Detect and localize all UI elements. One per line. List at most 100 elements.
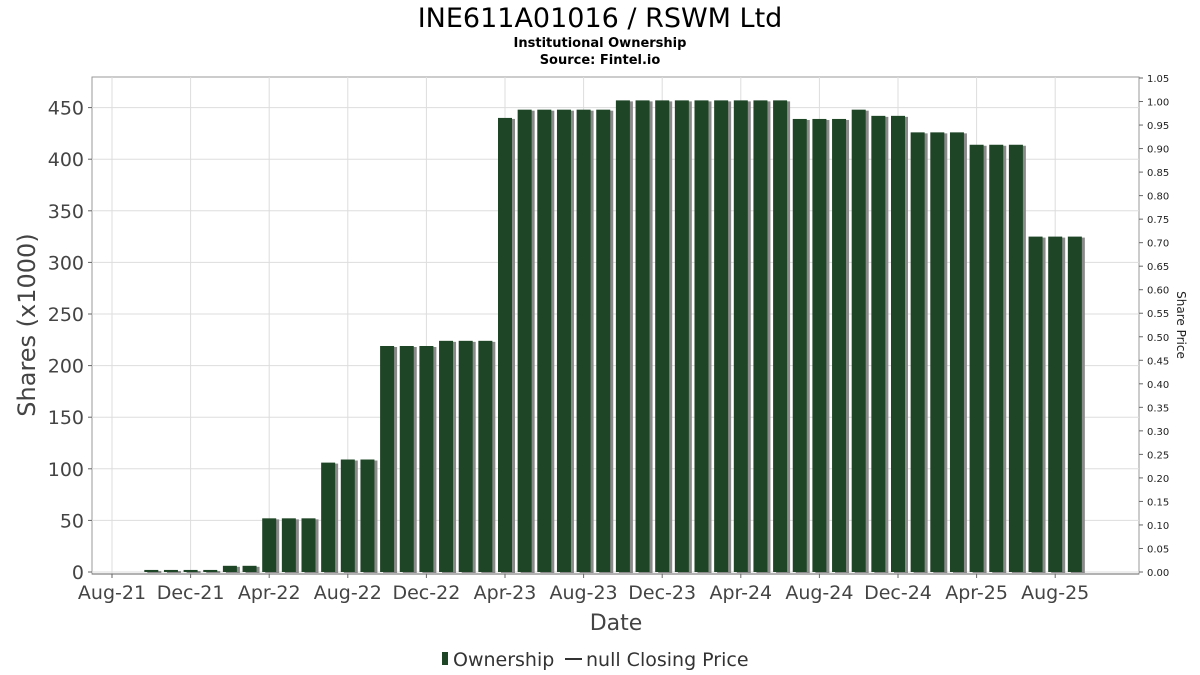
- bars-group: [144, 100, 1085, 574]
- ownership-bar: [949, 132, 964, 573]
- x-axis-label: Date: [590, 611, 643, 636]
- x-tick-label: Aug-24: [785, 582, 853, 604]
- ownership-bar: [851, 109, 866, 572]
- ownership-bar: [183, 569, 198, 572]
- y-tick-label: 100: [48, 459, 84, 481]
- ownership-bar: [1067, 236, 1082, 572]
- y2-tick-label: 0.70: [1147, 239, 1169, 250]
- y2-axis-label: Share Price: [1174, 291, 1188, 359]
- ownership-bar: [262, 518, 277, 572]
- ownership-bar: [203, 569, 218, 572]
- x-tick-label: Aug-21: [78, 582, 146, 604]
- x-tick-label: Dec-22: [392, 582, 460, 604]
- ownership-bar: [714, 100, 729, 572]
- x-tick-label: Apr-23: [474, 582, 537, 604]
- x-tick-label: Dec-24: [864, 582, 932, 604]
- y2-tick-label: 0.35: [1147, 403, 1169, 414]
- chart-title: INE611A01016 / RSWM Ltd: [418, 3, 783, 34]
- ownership-bar: [399, 345, 414, 572]
- ownership-bar: [615, 100, 630, 572]
- y-tick-label: 400: [48, 149, 84, 171]
- ownership-bar: [655, 100, 670, 572]
- y2-tick-label: 0.65: [1147, 262, 1169, 273]
- y2-tick-label: 0.15: [1147, 497, 1169, 508]
- ownership-bar: [674, 100, 689, 572]
- y2-tick-label: 0.00: [1147, 568, 1169, 579]
- y2-tick-label: 0.10: [1147, 521, 1169, 532]
- ownership-bar: [340, 459, 355, 572]
- ownership-bar: [517, 109, 532, 572]
- ownership-bar: [635, 100, 650, 572]
- y2-tick-label: 0.50: [1147, 333, 1169, 344]
- y-axis-ticks: 0 50 100 150 200 250 300 350 400 450: [48, 98, 92, 584]
- y2-tick-label: 0.55: [1147, 309, 1169, 320]
- legend-ownership-label: Ownership: [453, 649, 554, 671]
- y2-tick-label: 1.00: [1147, 98, 1169, 109]
- ownership-bar: [478, 340, 493, 572]
- ownership-bar: [753, 100, 768, 572]
- ownership-bar: [832, 118, 847, 573]
- y-tick-label: 300: [48, 252, 84, 274]
- ownership-bar: [1008, 144, 1023, 572]
- ownership-bar: [301, 518, 316, 572]
- ownership-bar: [891, 115, 905, 572]
- y2-tick-label: 0.20: [1147, 474, 1169, 485]
- ownership-bar: [556, 109, 571, 572]
- ownership-bar: [144, 569, 159, 572]
- ownership-bar: [498, 117, 512, 573]
- ownership-bar: [1028, 236, 1043, 572]
- ownership-bar: [596, 109, 611, 572]
- y2-tick-label: 0.95: [1147, 121, 1169, 132]
- x-tick-label: Dec-21: [157, 582, 225, 604]
- legend-closing-price-label: null Closing Price: [586, 649, 749, 671]
- y-tick-label: 0: [72, 562, 84, 584]
- y2-tick-label: 0.25: [1147, 450, 1169, 461]
- y2-axis-ticks: 0.00 0.05 0.10 0.15 0.20 0.25 0.30 0.35 0.40 0.45…: [1139, 74, 1169, 579]
- y-tick-label: 200: [48, 356, 84, 378]
- ownership-bar: [733, 100, 748, 572]
- ownership-bar: [281, 518, 296, 572]
- x-tick-label: Apr-24: [709, 582, 772, 604]
- y2-tick-label: 0.90: [1147, 145, 1169, 156]
- y2-tick-label: 0.40: [1147, 380, 1169, 391]
- y2-tick-label: 0.05: [1147, 544, 1169, 555]
- legend-ownership-swatch: [442, 652, 448, 665]
- ownership-bar: [989, 144, 1004, 572]
- legend: Ownership null Closing Price: [442, 649, 749, 671]
- x-axis-ticks: Aug-21 Dec-21 Apr-22 Aug-22 Dec-22 Apr-23 Aug-…: [78, 574, 1089, 604]
- chart-subtitle: Institutional Ownership: [514, 36, 687, 51]
- ownership-bar: [439, 340, 454, 572]
- ownership-bar: [222, 565, 237, 572]
- ownership-bar: [242, 565, 257, 572]
- ownership-bar: [910, 132, 925, 573]
- ownership-bar: [360, 459, 375, 572]
- y-tick-label: 450: [48, 98, 84, 120]
- y2-tick-label: 0.30: [1147, 427, 1169, 438]
- y2-tick-label: 1.05: [1147, 74, 1169, 85]
- ownership-bar: [694, 100, 709, 572]
- x-tick-label: Aug-22: [314, 582, 382, 604]
- x-tick-label: Apr-22: [238, 582, 301, 604]
- x-tick-label: Dec-23: [628, 582, 696, 604]
- y2-tick-label: 0.80: [1147, 192, 1169, 203]
- y2-tick-label: 0.45: [1147, 356, 1169, 367]
- y-tick-label: 150: [48, 407, 84, 429]
- y-tick-label: 350: [48, 201, 84, 223]
- y2-tick-label: 0.85: [1147, 168, 1169, 179]
- ownership-bar: [458, 340, 473, 572]
- ownership-bar: [321, 462, 336, 572]
- x-tick-label: Aug-23: [550, 582, 618, 604]
- y-tick-label: 50: [60, 510, 84, 532]
- ownership-bar: [163, 569, 178, 572]
- x-tick-label: Apr-25: [945, 582, 1008, 604]
- y-tick-label: 250: [48, 304, 84, 326]
- y2-tick-label: 0.75: [1147, 215, 1169, 226]
- ownership-bar: [812, 118, 827, 573]
- y-axis-label: Shares (x1000): [13, 233, 41, 416]
- chart-source: Source: Fintel.io: [540, 53, 661, 68]
- y2-tick-label: 0.60: [1147, 286, 1169, 297]
- ownership-bar: [871, 115, 886, 572]
- ownership-bar: [930, 132, 945, 573]
- ownership-bar: [380, 345, 395, 572]
